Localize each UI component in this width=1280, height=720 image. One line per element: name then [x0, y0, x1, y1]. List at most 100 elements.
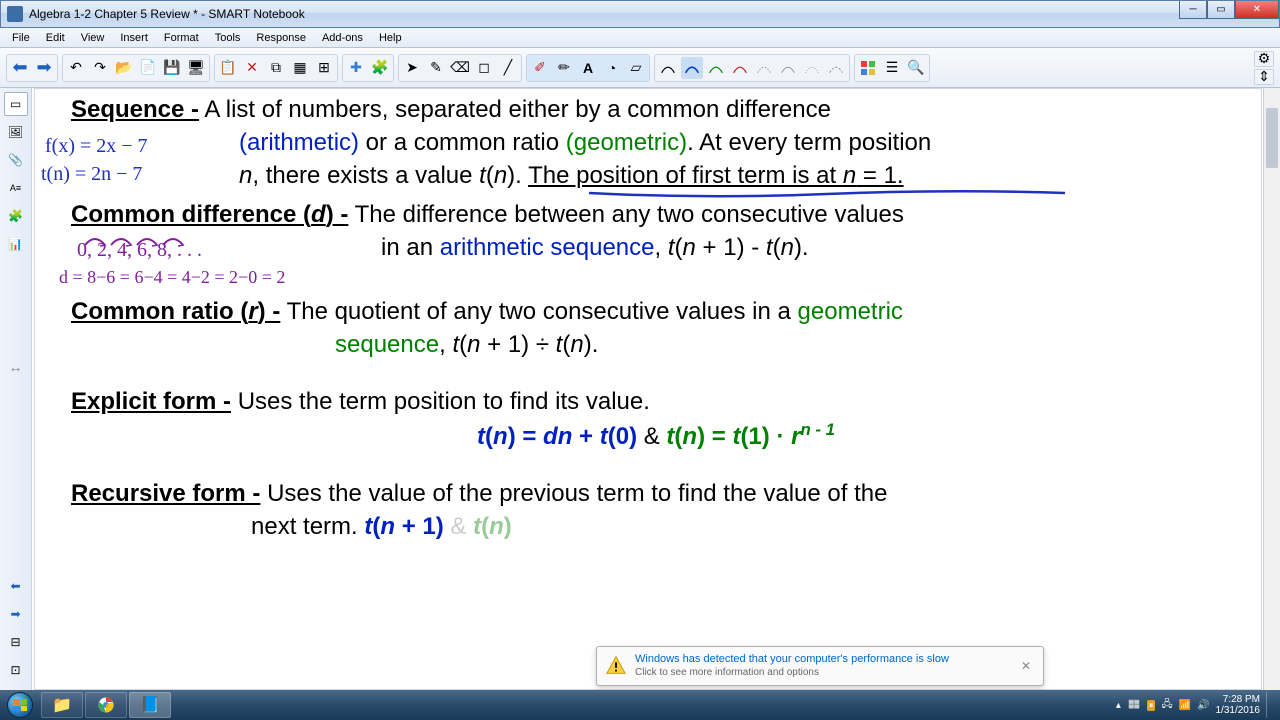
- menu-addons[interactable]: Add-ons: [314, 30, 371, 46]
- flag-icon[interactable]: [1127, 698, 1141, 712]
- tray-up-icon[interactable]: ▴: [1116, 700, 1121, 711]
- shade-button[interactable]: ▦: [289, 57, 311, 79]
- stroke3[interactable]: [705, 57, 727, 79]
- hand-d: d = 8−6 = 6−4 = 4−2 = 2−0 = 2: [59, 267, 285, 288]
- menu-response[interactable]: Response: [248, 30, 314, 46]
- page-canvas[interactable]: Sequence - A list of numbers, separated …: [34, 88, 1262, 690]
- maximize-button[interactable]: ▭: [1207, 1, 1235, 19]
- volume-icon[interactable]: 🔊: [1197, 700, 1209, 711]
- warning-icon: [605, 655, 627, 677]
- rf-term: Recursive form -: [71, 480, 260, 507]
- collapse-icon[interactable]: ↔: [4, 355, 28, 379]
- stroke6[interactable]: [777, 57, 799, 79]
- screen-button[interactable]: 🖥: [185, 57, 207, 79]
- menu-file[interactable]: File: [4, 30, 38, 46]
- stroke2[interactable]: [681, 57, 703, 79]
- menu-view[interactable]: View: [73, 30, 113, 46]
- notif-close-icon[interactable]: ✕: [1017, 659, 1035, 673]
- select-tool[interactable]: ➤: [401, 57, 423, 79]
- pens-button[interactable]: ✐: [529, 57, 551, 79]
- eraser2-tool[interactable]: ▱: [625, 57, 647, 79]
- ef-term: Explicit form -: [71, 388, 231, 415]
- start-button[interactable]: [0, 690, 40, 720]
- stroke7[interactable]: [801, 57, 823, 79]
- close-button[interactable]: ✕: [1235, 1, 1279, 19]
- addons-tab[interactable]: 🧩: [4, 204, 28, 228]
- cr-term: Common ratio (r) -: [71, 298, 280, 325]
- page-content: Sequence - A list of numbers, separated …: [35, 89, 1261, 547]
- menu-edit[interactable]: Edit: [38, 30, 73, 46]
- shape-tool[interactable]: ◻: [473, 57, 495, 79]
- explicit-formula: t(n) = dn + t(0) & t(n) = t(1) · rn - 1: [71, 418, 1241, 453]
- line-tool[interactable]: ╱: [497, 57, 519, 79]
- pause-icon[interactable]: ⏸: [1147, 700, 1156, 711]
- menu-tools[interactable]: Tools: [207, 30, 249, 46]
- hand-tn: t(n) = 2n − 7: [41, 163, 142, 186]
- auto-hide-icon[interactable]: ⊟: [4, 630, 28, 654]
- stroke1[interactable]: [657, 57, 679, 79]
- window-title: Algebra 1-2 Chapter 5 Review * - SMART N…: [29, 7, 305, 21]
- taskbar: 📁 📘 ▴ ⏸ 🖧 📶 🔊 7:28 PM 1/31/2016: [0, 690, 1280, 720]
- open-button[interactable]: 📂: [113, 57, 135, 79]
- fill-tool[interactable]: ◔: [601, 57, 623, 79]
- table-button[interactable]: ⊞: [313, 57, 335, 79]
- prev-page-button[interactable]: ⬅: [9, 57, 31, 79]
- sidebar: ▭ 🖼 📎 A≡ 🧩 📊 ↔ ⬅ ➡ ⊟ ⊡: [0, 88, 32, 690]
- delete-button[interactable]: ✕: [241, 57, 263, 79]
- menu-format[interactable]: Format: [156, 30, 207, 46]
- task-notebook[interactable]: 📘: [129, 692, 171, 718]
- hand-underline: [587, 189, 1067, 201]
- next-page-button[interactable]: ➡: [33, 57, 55, 79]
- addon-button[interactable]: ✚: [345, 57, 367, 79]
- gear-icon[interactable]: ⚙: [1254, 51, 1274, 67]
- redo-button[interactable]: ↷: [89, 57, 111, 79]
- response-tab[interactable]: 📊: [4, 232, 28, 256]
- page-sorter-tab[interactable]: ▭: [4, 92, 28, 116]
- puzzle-button[interactable]: 🧩: [369, 57, 391, 79]
- menu-help[interactable]: Help: [371, 30, 410, 46]
- undo-button[interactable]: ↶: [65, 57, 87, 79]
- task-chrome[interactable]: [85, 692, 127, 718]
- nav-next-icon[interactable]: ➡: [4, 602, 28, 626]
- notif-text: Windows has detected that your computer'…: [635, 653, 1017, 678]
- text-tool[interactable]: A: [577, 57, 599, 79]
- menu-insert[interactable]: Insert: [112, 30, 156, 46]
- move-icon[interactable]: ⊡: [4, 658, 28, 682]
- window-titlebar: Algebra 1-2 Chapter 5 Review * - SMART N…: [0, 0, 1280, 28]
- cd-term: Common difference (d) -: [71, 201, 348, 228]
- props-button[interactable]: ☰: [881, 57, 903, 79]
- props-tab[interactable]: A≡: [4, 176, 28, 200]
- system-tray: ▴ ⏸ 🖧 📶 🔊 7:28 PM 1/31/2016: [1116, 692, 1280, 718]
- toolbar: ⬅ ➡ ↶ ↷ 📂 📄 💾 🖥 📋 ✕ ⧉ ▦ ⊞ ✚ 🧩 ➤ ✎ ⌫ ◻ ╱ …: [0, 48, 1280, 88]
- wifi-icon[interactable]: 📶: [1179, 700, 1191, 711]
- attach-tab[interactable]: 📎: [4, 148, 28, 172]
- copy-button[interactable]: ⧉: [265, 57, 287, 79]
- task-explorer[interactable]: 📁: [41, 692, 83, 718]
- new-page-button[interactable]: 📄: [137, 57, 159, 79]
- show-desktop-button[interactable]: [1266, 692, 1274, 718]
- highlighter-button[interactable]: ✏: [553, 57, 575, 79]
- window-controls: ─ ▭ ✕: [1179, 1, 1279, 19]
- eraser-tool[interactable]: ⌫: [449, 57, 471, 79]
- scrollbar-thumb[interactable]: [1266, 108, 1278, 168]
- hand-fx: f(x) = 2x − 7: [45, 135, 148, 158]
- stroke5[interactable]: [753, 57, 775, 79]
- nav-prev-icon[interactable]: ⬅: [4, 574, 28, 598]
- save-button[interactable]: 💾: [161, 57, 183, 79]
- hand-arcs: [77, 231, 237, 247]
- pen-tool[interactable]: ✎: [425, 57, 447, 79]
- network-icon[interactable]: 🖧: [1161, 697, 1172, 714]
- minimize-button[interactable]: ─: [1179, 1, 1207, 19]
- color-grid-button[interactable]: [857, 57, 879, 79]
- gallery-tab[interactable]: 🖼: [4, 120, 28, 144]
- expand-icon[interactable]: ⇕: [1254, 69, 1274, 85]
- paste-button[interactable]: 📋: [217, 57, 239, 79]
- vertical-scrollbar[interactable]: [1263, 88, 1280, 690]
- perf-notification[interactable]: Windows has detected that your computer'…: [596, 646, 1044, 686]
- app-icon: [7, 6, 23, 22]
- stroke8[interactable]: [825, 57, 847, 79]
- stroke4[interactable]: [729, 57, 751, 79]
- zoom-button[interactable]: 🔍: [905, 57, 927, 79]
- clock[interactable]: 7:28 PM 1/31/2016: [1216, 694, 1261, 716]
- menubar: File Edit View Insert Format Tools Respo…: [0, 28, 1280, 48]
